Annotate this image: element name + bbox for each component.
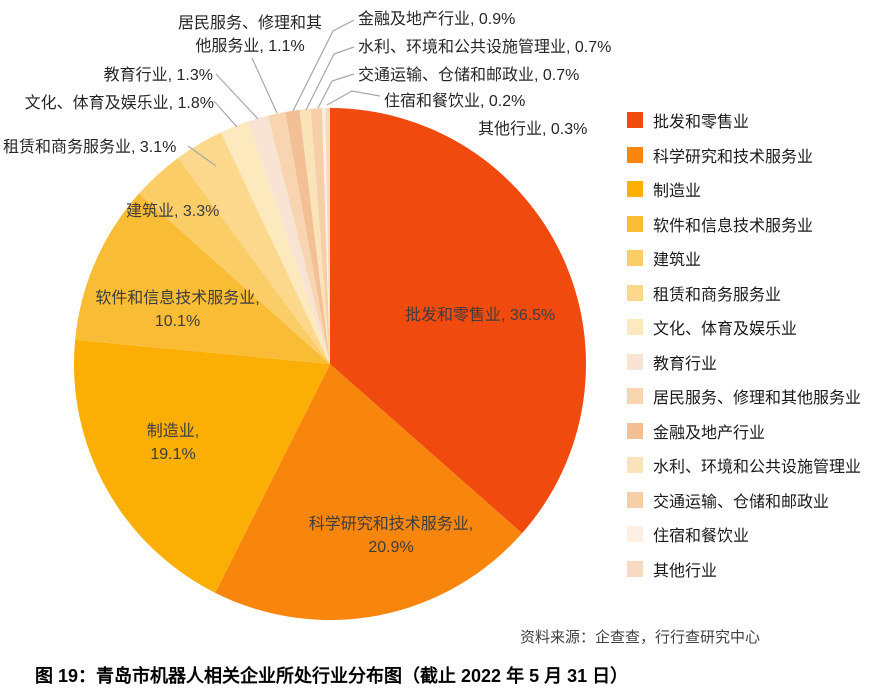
legend-item-3: 软件和信息技术服务业 <box>627 214 861 235</box>
pie-slice-8 <box>267 111 330 364</box>
legend-swatch-icon <box>627 284 643 301</box>
legend-item-5: 租赁和商务服务业 <box>627 283 861 304</box>
slice-label-12: 制造业, 19.1% <box>146 423 200 463</box>
legend-item-6: 文化、体育及娱乐业 <box>627 317 861 338</box>
pie-slice-11 <box>310 108 330 364</box>
pie-slice-1 <box>215 364 523 621</box>
leader-line-2 <box>317 73 355 109</box>
legend-item-0: 批发和零售业 <box>627 110 861 131</box>
legend-label: 其他行业 <box>653 562 718 580</box>
slice-label-9: 建筑业, 3.3% <box>126 203 220 220</box>
legend-label: 建筑业 <box>653 252 702 269</box>
slice-label-3: 住宿和餐饮业, 0.2% <box>384 93 526 110</box>
slice-label-5: 居民服务、修理和其 他服务业, 1.1% <box>177 15 322 55</box>
leader-line-0 <box>292 19 355 112</box>
legend-item-1: 科学研究和技术服务业 <box>627 145 861 166</box>
pie-slice-0 <box>330 107 587 534</box>
leader-line-6 <box>213 100 238 128</box>
legend-swatch-icon <box>627 353 643 370</box>
legend-swatch-icon <box>627 560 643 577</box>
legend-label: 金融及地产行业 <box>653 424 766 442</box>
slice-label-1: 水利、环境和公共设施管理业, 0.7% <box>358 39 612 56</box>
legend-swatch-icon <box>627 215 643 232</box>
legend-item-4: 建筑业 <box>627 248 861 269</box>
legend-item-9: 金融及地产行业 <box>627 421 861 442</box>
legend-label: 科学研究和技术服务业 <box>653 148 814 166</box>
slice-label-11: 批发和零售业, 36.5% <box>405 307 556 324</box>
pie-slice-7 <box>247 115 330 365</box>
legend-item-13: 其他行业 <box>627 559 861 580</box>
leader-line-1 <box>305 46 355 111</box>
legend-label: 住宿和餐饮业 <box>653 528 750 545</box>
legend-item-11: 交通运输、仓储和邮政业 <box>627 490 861 511</box>
source-note: 资料来源：企查查，行行查研究中心 <box>520 629 761 646</box>
legend-swatch-icon <box>627 112 643 128</box>
legend-swatch-icon <box>627 457 643 473</box>
legend-item-12: 住宿和餐饮业 <box>627 524 861 545</box>
legend-label: 软件和信息技术服务业 <box>653 217 814 235</box>
legend-item-8: 居民服务、修理和其他服务业 <box>627 386 862 407</box>
legend: 批发和零售业科学研究和技术服务业 制造业软件和信息技术服务业 建筑业租赁和商务服务业… <box>627 110 862 580</box>
pie-slice-5 <box>178 132 330 364</box>
legend-swatch-icon <box>627 250 643 266</box>
pie-slice-12 <box>321 108 330 364</box>
legend-label: 批发和零售业 <box>653 114 750 131</box>
slice-label-7: 文化、体育及娱乐业, 1.8% <box>24 95 214 112</box>
pie-slice-4 <box>139 157 330 364</box>
legend-label: 交通运输、仓储和邮政业 <box>653 493 830 511</box>
slice-label-8: 租赁和商务服务业, 3.1% <box>3 139 177 156</box>
legend-label: 水利、环境和公共设施管理业 <box>653 459 862 476</box>
legend-swatch-icon <box>627 388 643 404</box>
slice-label-4: 其他行业, 0.3% <box>478 121 588 138</box>
legend-item-10: 水利、环境和公共设施管理业 <box>627 455 862 476</box>
leader-line-7 <box>187 145 217 167</box>
slice-label-0: 金融及地产行业, 0.9% <box>358 11 516 28</box>
figure-caption: 图 19：青岛市机器人相关企业所处行业分布图（截止 2022 年 5 月 31 … <box>35 666 629 686</box>
leader-line-4 <box>251 57 278 114</box>
slice-label-10: 软件和信息技术服务业, 10.1% <box>95 290 260 330</box>
legend-swatch-icon <box>627 526 643 542</box>
pie-slice-13 <box>325 108 330 364</box>
leader-line-3 <box>326 90 381 106</box>
pie-slice-9 <box>285 109 330 364</box>
slice-label-13: 科学研究和技术服务业, 20.9% <box>308 516 474 556</box>
legend-label: 文化、体育及娱乐业 <box>653 321 798 338</box>
legend-swatch-icon <box>627 491 643 508</box>
legend-label: 制造业 <box>653 183 702 200</box>
pie-slice-3 <box>75 193 330 364</box>
slice-label-2: 交通运输、仓储和邮政业, 0.7% <box>358 67 580 84</box>
legend-item-7: 教育行业 <box>627 352 861 373</box>
legend-item-2: 制造业 <box>627 179 861 200</box>
legend-swatch-icon <box>627 319 643 335</box>
slice-label-6: 教育行业, 1.3% <box>103 67 213 84</box>
pie-slice-10 <box>299 108 330 364</box>
legend-swatch-icon <box>627 146 643 163</box>
legend-label: 居民服务、修理和其他服务业 <box>653 390 862 407</box>
legend-swatch-icon <box>627 181 643 197</box>
legend-swatch-icon <box>627 422 643 439</box>
legend-label: 租赁和商务服务业 <box>653 286 782 304</box>
pie-slice-6 <box>221 121 330 364</box>
legend-label: 教育行业 <box>653 355 718 373</box>
pie-slice-2 <box>74 339 330 593</box>
leader-line-5 <box>215 73 259 120</box>
